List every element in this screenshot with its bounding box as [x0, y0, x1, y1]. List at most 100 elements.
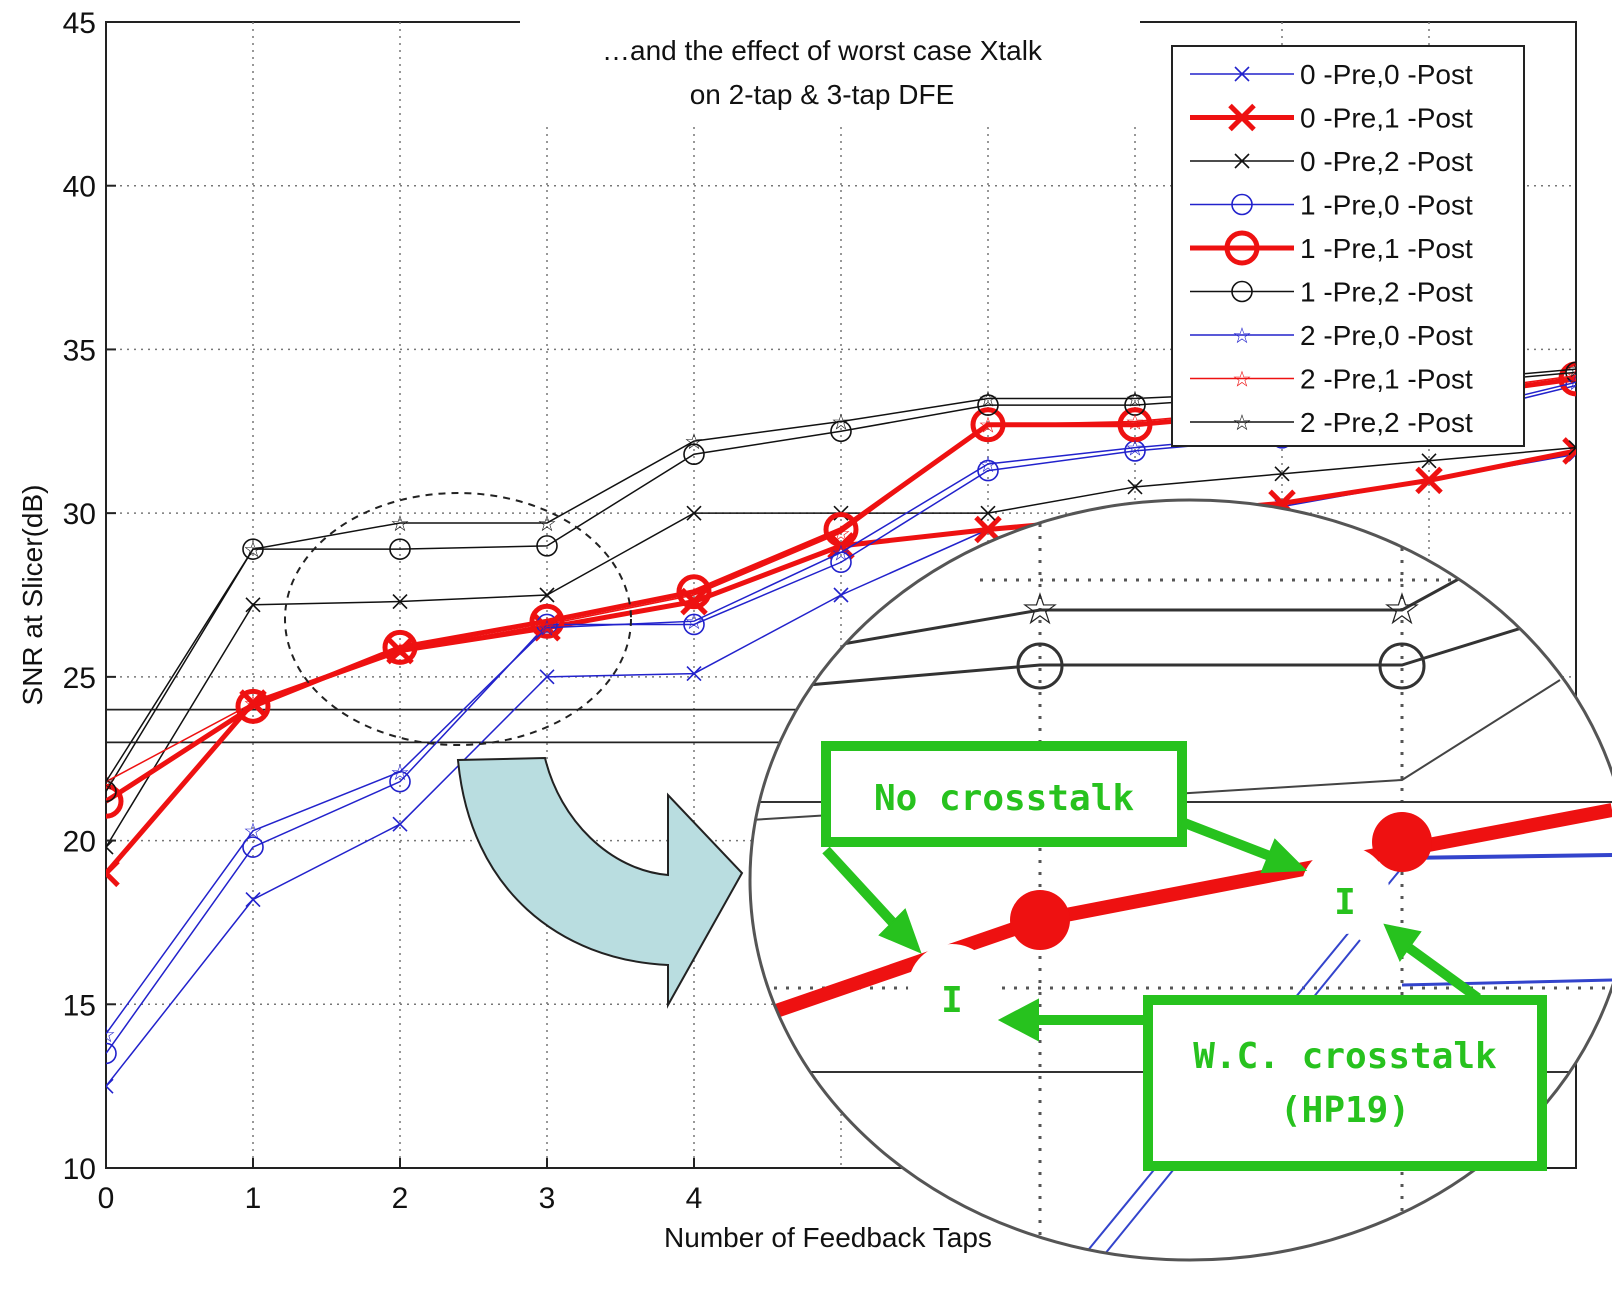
wc-marker-disc [1301, 846, 1389, 934]
data-point [686, 505, 702, 521]
y-tick-label: 15 [63, 989, 96, 1022]
zoom-circle-marker [1378, 642, 1426, 690]
data-point [106, 783, 124, 819]
data-point [242, 538, 264, 560]
data-point-stroke [245, 891, 261, 908]
x-axis-label: Number of Feedback Taps [664, 1222, 992, 1253]
zoom-blue-series [1401, 978, 1612, 987]
y-tick-label: 45 [63, 7, 96, 40]
axis-ticks: 0 1 2 3 4 10 15 20 25 30 35 40 45 [63, 7, 703, 1215]
x-tick-label: 0 [98, 1182, 115, 1215]
data-point: ☆ [684, 609, 704, 634]
data-point [1124, 394, 1146, 416]
no-crosstalk-label: No crosstalk [874, 778, 1134, 819]
legend-label: 0 -Pre,2 -Post [1300, 146, 1473, 177]
data-point-stroke [392, 816, 408, 832]
data-point [539, 587, 555, 603]
wc-crosstalk-box [1143, 995, 1547, 1171]
data-point: ☆ [243, 819, 263, 844]
y-tick-label: 40 [63, 171, 96, 204]
data-point-stroke [106, 839, 114, 849]
zoom-red-circle-marker [1010, 890, 1070, 950]
data-point [245, 891, 261, 908]
data-point [1558, 361, 1576, 397]
data-point [686, 666, 702, 682]
data-point [823, 512, 859, 548]
data-point [676, 574, 712, 610]
legend-label: 1 -Pre,0 -Post [1300, 190, 1473, 221]
data-point: ☆ [537, 616, 557, 641]
data-point-stroke [686, 505, 702, 521]
y-tick-label: 35 [63, 334, 96, 367]
legend-marker-stroke [1234, 66, 1250, 82]
data-point-stroke [245, 597, 261, 613]
data-point [392, 593, 408, 610]
arrowhead-icon [997, 998, 1039, 1042]
data-point: ☆ [390, 639, 410, 664]
data-point [1565, 374, 1576, 397]
arrow-wc-right [1402, 940, 1481, 1003]
legend-marker [1231, 280, 1253, 303]
legend-marker-stroke [1234, 153, 1250, 169]
y-tick-label: 25 [63, 662, 96, 695]
data-point: ☆ [243, 537, 263, 562]
zoom-red-series [750, 803, 1612, 1027]
arrow-no-crosstalk-left [822, 846, 899, 929]
legend-marker: ☆ [1232, 367, 1252, 392]
arrowhead-icon [1260, 838, 1308, 874]
data-point [389, 538, 411, 560]
data-point: ☆ [978, 452, 998, 477]
data-point-stroke [106, 1078, 114, 1088]
wc-crosstalk-label-2: (HP19) [1280, 1090, 1410, 1131]
data-point: ☆ [243, 691, 263, 716]
legend-marker [1228, 103, 1256, 132]
data-point-stroke [539, 587, 555, 603]
x-tick-label: 2 [392, 1182, 409, 1215]
data-point: ☆ [96, 770, 116, 795]
legend-entry: ☆ 2 -Pre,1 -Post [1190, 364, 1473, 395]
data-point-stroke [539, 669, 555, 685]
legend-label: 2 -Pre,2 -Post [1300, 407, 1473, 438]
data-point: ☆ [831, 409, 851, 434]
zoom-source-circle [284, 492, 632, 746]
data-point: ☆ [1125, 387, 1145, 412]
data-point-stroke [106, 859, 120, 877]
data-point [106, 1078, 114, 1094]
zoom-red-circle-marker [1372, 812, 1432, 872]
data-point [1562, 437, 1576, 465]
data-point-stroke [392, 593, 408, 610]
data-point-stroke [106, 869, 120, 888]
data-point-stroke [1562, 447, 1576, 465]
annotation-line-2: on 2-tap & 3-tap DFE [690, 79, 955, 110]
data-point [1568, 440, 1576, 456]
data-point [106, 1042, 117, 1065]
y-tick-label: 10 [63, 1153, 96, 1186]
arrow-no-crosstalk-right [1180, 817, 1277, 863]
data-point-stroke [106, 1085, 114, 1094]
data-point [235, 688, 271, 724]
data-point [1117, 407, 1153, 443]
data-point [1127, 479, 1143, 495]
data-point [977, 394, 999, 416]
legend-entry: ☆ 2 -Pre,2 -Post [1190, 407, 1473, 438]
legend-entry: 1 -Pre,0 -Post [1190, 190, 1473, 221]
annotation-line-1: …and the effect of worst case Xtalk [602, 35, 1043, 66]
wc-marker-disc [908, 944, 996, 1032]
data-point: ☆ [1125, 436, 1145, 461]
data-point: ☆ [978, 413, 998, 438]
data-point [242, 836, 264, 858]
data-point [683, 443, 705, 466]
legend-marker [1234, 66, 1250, 82]
data-point: ☆ [390, 511, 410, 536]
legend-label: 1 -Pre,2 -Post [1300, 277, 1473, 308]
zoom-series-1pre2post [750, 598, 1612, 692]
data-point-stroke [1568, 446, 1576, 456]
legend-marker [1234, 153, 1250, 169]
data-point-stroke [1568, 440, 1576, 449]
data-point [1274, 466, 1290, 482]
legend-marker: ☆ [1232, 410, 1252, 435]
arrowhead-icon [878, 908, 922, 954]
y-tick-label: 20 [63, 826, 96, 859]
data-point-stroke [1415, 466, 1443, 495]
